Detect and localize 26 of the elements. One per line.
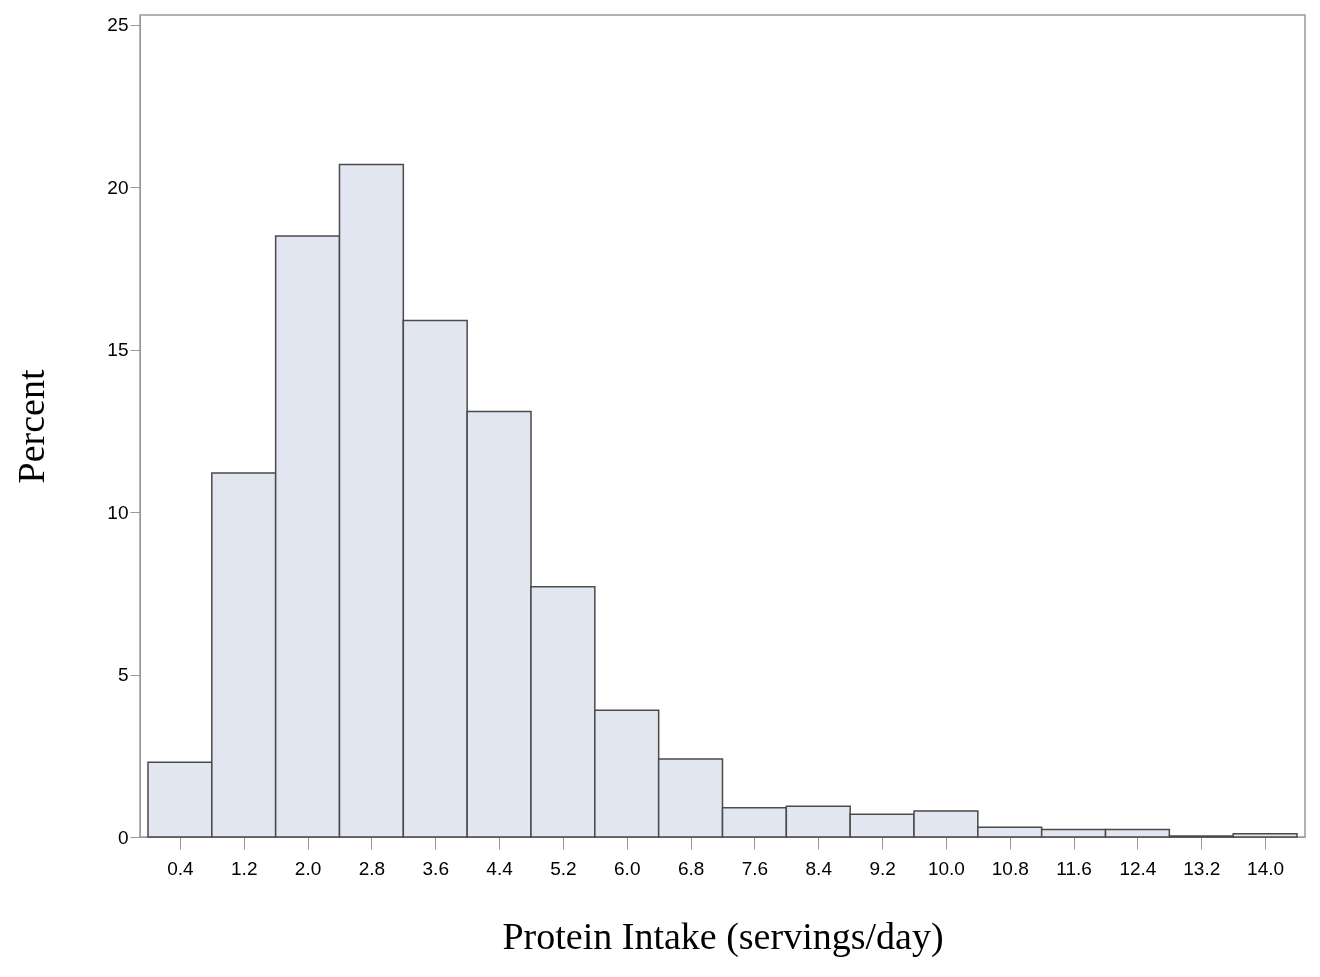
x-tick-label: 14.0 [1247, 857, 1285, 879]
y-tick-label: 0 [117, 826, 129, 848]
y-tick-label: 10 [107, 501, 129, 523]
x-axis-title: Protein Intake (servings/day) [502, 914, 944, 958]
x-tick-label: 7.6 [741, 857, 769, 879]
x-tick-label: 10.8 [991, 857, 1029, 879]
x-tick-label: 3.6 [422, 857, 449, 879]
x-tick-label: 11.6 [1056, 857, 1092, 879]
y-tick-label: 15 [107, 339, 129, 361]
x-tick-label: 9.2 [869, 857, 896, 879]
y-tick-label: 20 [107, 176, 129, 198]
x-tick-label: 8.4 [805, 857, 833, 879]
x-tick-label: 0.4 [167, 857, 195, 879]
x-tick-label: 2.0 [294, 857, 322, 879]
y-tick-label: 25 [107, 14, 129, 36]
x-tick-label: 1.2 [231, 857, 258, 879]
x-tick-label: 10.0 [927, 857, 965, 879]
x-tick-label: 5.2 [550, 857, 577, 879]
x-tick-label: 2.8 [358, 857, 386, 879]
x-tick-label: 6.8 [677, 857, 705, 879]
x-tick-label: 13.2 [1183, 857, 1221, 879]
x-tick-label: 12.4 [1119, 857, 1157, 879]
x-tick-label: 4.4 [486, 857, 514, 879]
x-tick-label: 6.0 [614, 857, 641, 879]
y-axis-title: Percent [10, 369, 53, 484]
y-tick-label: 5 [117, 664, 129, 686]
